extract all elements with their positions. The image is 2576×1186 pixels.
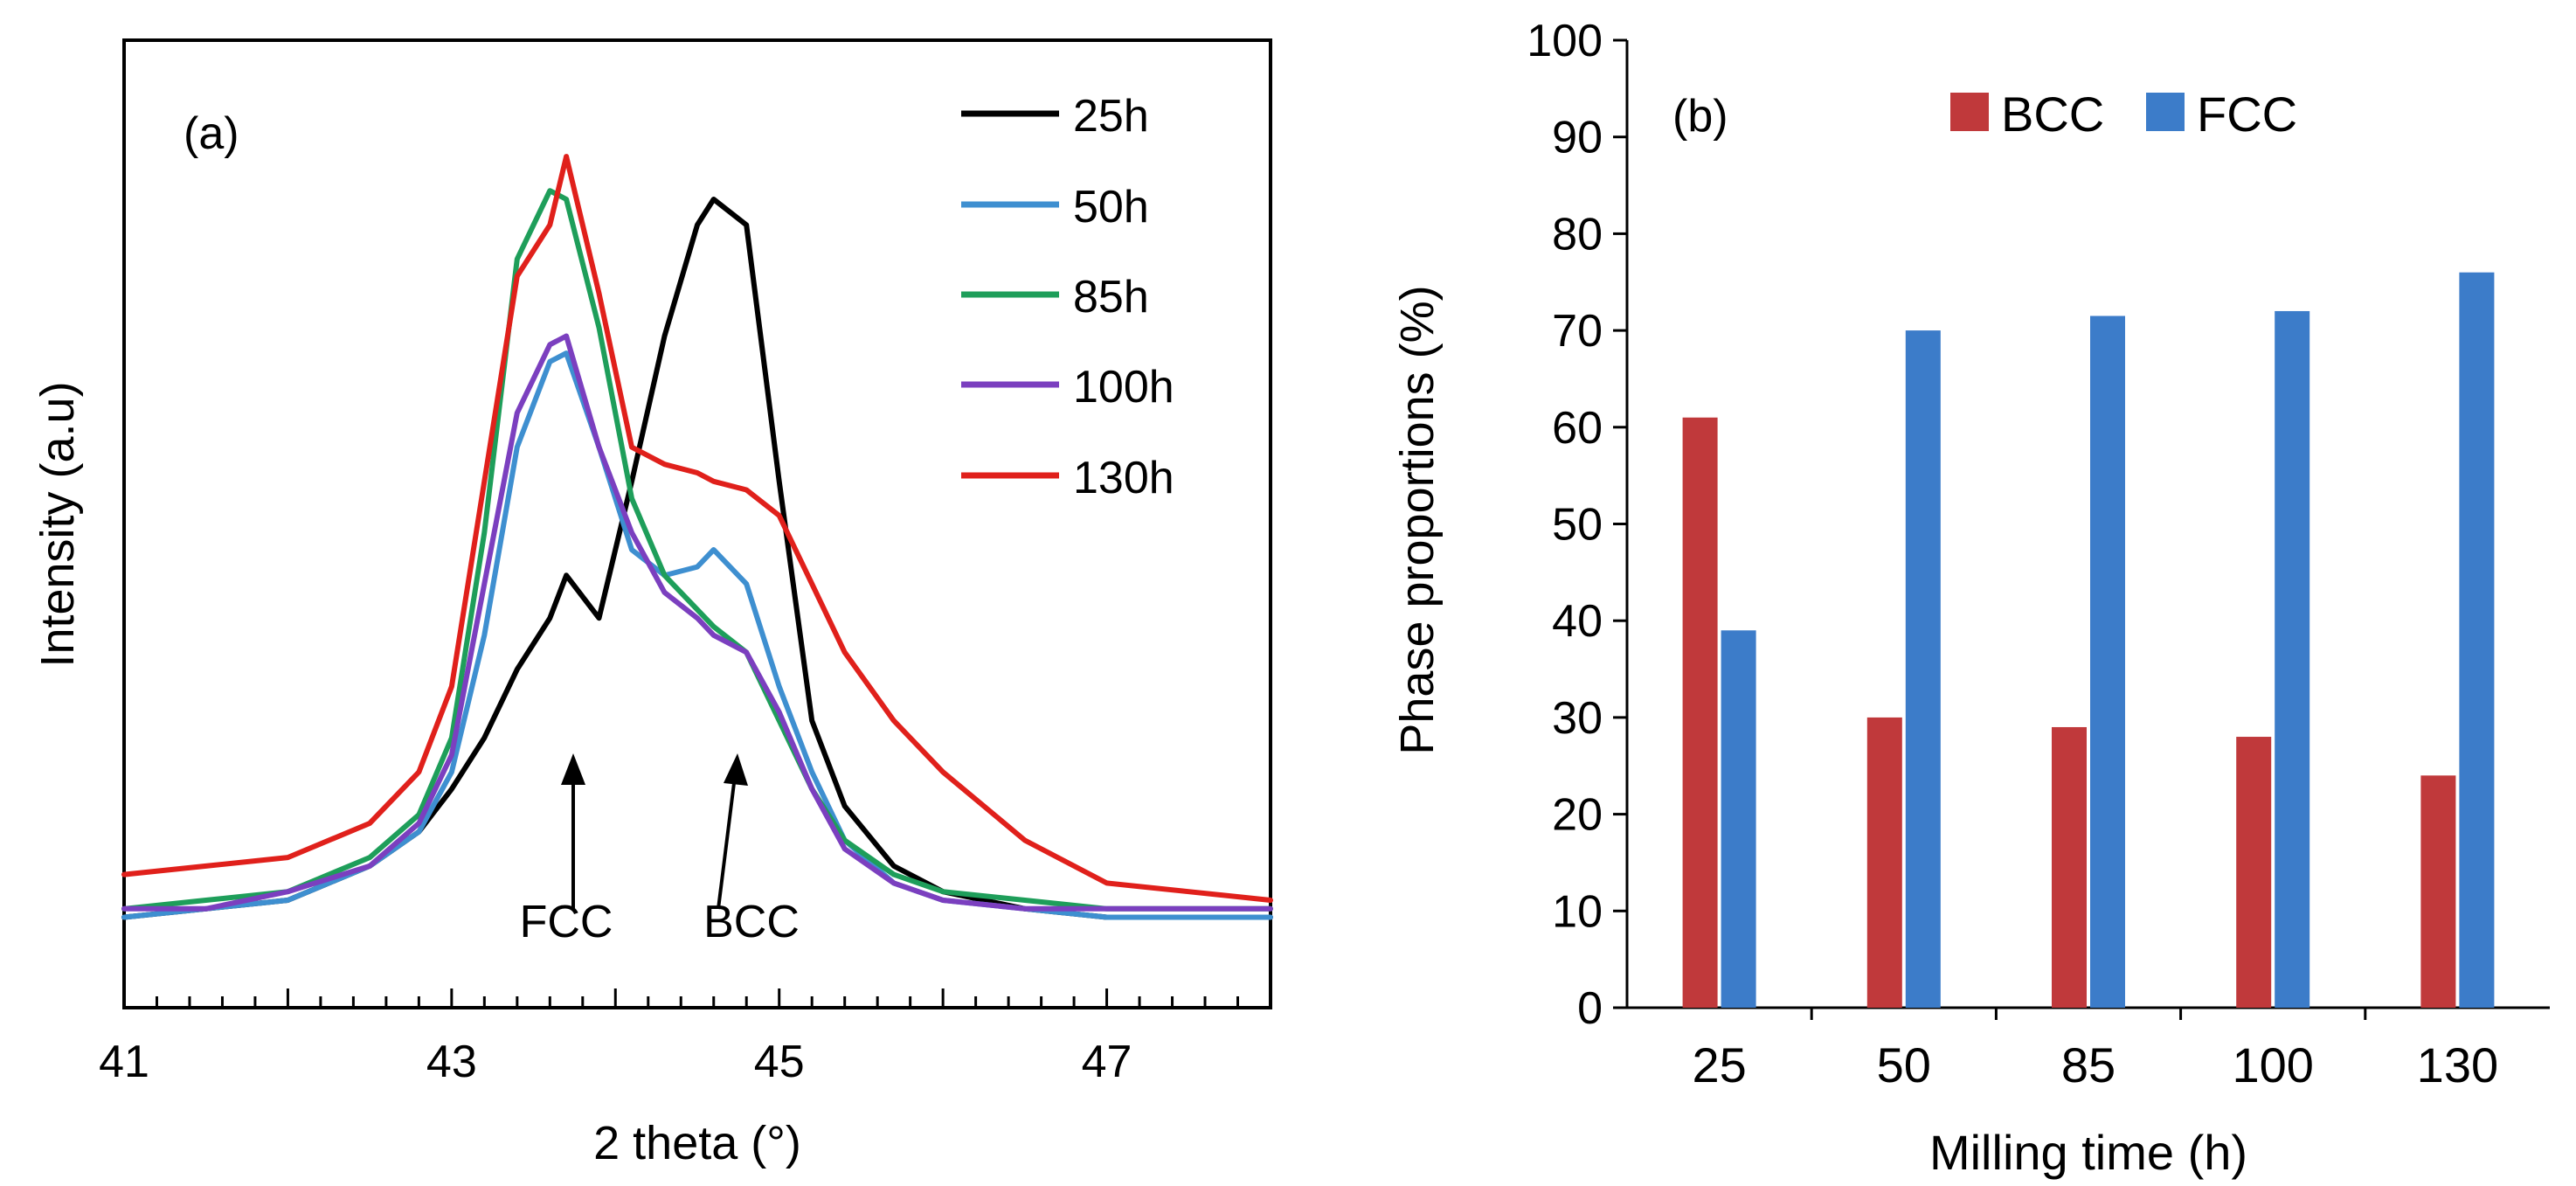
x-tick-label-45: 45 <box>754 1037 805 1087</box>
y-tick-label-30: 30 <box>1552 693 1603 744</box>
legend-label-fcc: FCC <box>2197 87 2297 142</box>
x-tick-label-43: 43 <box>426 1037 477 1087</box>
legend-label-100h: 100h <box>1073 362 1174 413</box>
y-tick-label-50: 50 <box>1552 500 1603 551</box>
category-label-100: 100 <box>2232 1037 2313 1092</box>
plot-frame-a <box>122 38 1272 1009</box>
bar-bcc-25 <box>1682 417 1718 1009</box>
y-tick-label-20: 20 <box>1552 790 1603 841</box>
category-label-85: 85 <box>2061 1037 2116 1092</box>
legend-label-bcc: BCC <box>2001 87 2104 142</box>
bar-fcc-25 <box>1721 630 1756 1008</box>
bar-fcc-50 <box>1905 330 1941 1009</box>
y-tick-label-0: 0 <box>1577 983 1603 1034</box>
y-tick-label-90: 90 <box>1552 113 1603 163</box>
x-axis-ticks-a: 41 43 45 47 <box>99 988 1272 1087</box>
x-tick-label-41: 41 <box>99 1037 149 1087</box>
bcc-arrowhead-icon <box>724 753 748 786</box>
bars-b: 25 50 85 100 130 <box>1682 272 2498 1092</box>
bar-bcc-85 <box>2052 726 2087 1008</box>
bar-bcc-100 <box>2236 737 2272 1008</box>
legend-label-85h: 85h <box>1073 272 1149 323</box>
y-tick-label-40: 40 <box>1552 596 1603 647</box>
y-tick-label-10: 10 <box>1552 886 1603 937</box>
annotation-bcc: BCC <box>703 897 800 947</box>
bar-fcc-100 <box>2275 310 2310 1009</box>
y-axis-title-b: Phase proportions (%) <box>1391 285 1444 754</box>
y-axis-title-a: Intensity (a.u) <box>31 381 84 667</box>
bar-bcc-130 <box>2420 775 2456 1008</box>
series-line-50h <box>121 350 1273 920</box>
bar-fcc-130 <box>2459 272 2495 1008</box>
series-lines-a <box>121 154 1273 920</box>
y-tick-label-100: 100 <box>1527 16 1603 66</box>
annotation-fcc: FCC <box>520 897 613 947</box>
category-label-25: 25 <box>1692 1037 1746 1092</box>
category-label-50: 50 <box>1877 1037 1931 1092</box>
bcc-arrow-shaft <box>717 768 737 910</box>
bar-bcc-50 <box>1866 717 1902 1008</box>
x-tick-label-47: 47 <box>1082 1037 1132 1087</box>
series-line-130h <box>121 154 1273 903</box>
series-line-85h <box>121 188 1273 912</box>
y-tick-label-70: 70 <box>1552 306 1603 357</box>
y-tick-label-80: 80 <box>1552 209 1603 260</box>
legend-a: 25h 50h 85h 100h 130h <box>961 91 1174 503</box>
legend-b: BCC FCC <box>1950 87 2297 142</box>
legend-label-130h: 130h <box>1073 453 1174 503</box>
axes-b: 0 10 20 30 40 50 60 70 80 90 100 <box>1527 16 2550 1034</box>
series-line-100h <box>121 333 1273 912</box>
panel-label-a: (a) <box>184 108 239 159</box>
annotation-arrows <box>561 753 748 910</box>
category-label-130: 130 <box>2417 1037 2498 1092</box>
legend-label-25h: 25h <box>1073 91 1149 142</box>
fcc-arrowhead-icon <box>561 753 585 785</box>
x-axis-title-b: Milling time (h) <box>1929 1125 2247 1180</box>
xrd-line-chart: 41 43 45 47 (a) 25h 50h 85h 100h 130h FCC B… <box>31 38 1273 1169</box>
legend-swatch-bcc <box>1950 93 1989 131</box>
legend-swatch-fcc <box>2146 93 2185 131</box>
y-tick-label-60: 60 <box>1552 403 1603 454</box>
bar-fcc-85 <box>2090 316 2125 1008</box>
x-axis-title-a: 2 theta (°) <box>593 1117 801 1169</box>
panel-label-b: (b) <box>1672 91 1728 142</box>
legend-label-50h: 50h <box>1073 182 1149 232</box>
